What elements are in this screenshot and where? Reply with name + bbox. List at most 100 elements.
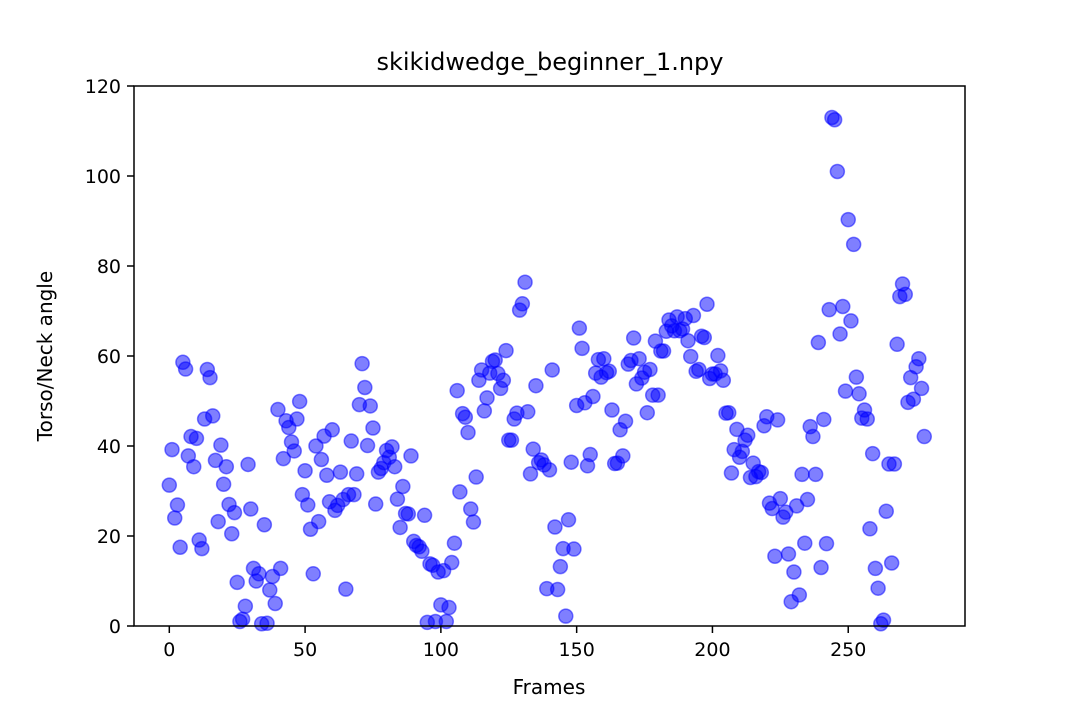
y-tick-label: 60: [97, 346, 121, 368]
data-point: [867, 560, 884, 577]
data-point: [479, 390, 495, 406]
data-point: [332, 464, 349, 480]
x-tick-label: 250: [830, 639, 866, 661]
data-point: [386, 458, 403, 475]
data-point: [324, 422, 340, 438]
data-point: [362, 398, 379, 414]
data-point: [889, 336, 905, 353]
data-point: [625, 330, 642, 346]
data-point: [291, 393, 308, 410]
data-point: [205, 408, 221, 424]
x-tick-label: 150: [559, 639, 595, 661]
x-tick-label: 0: [163, 639, 175, 661]
data-point: [655, 343, 672, 359]
data-point: [780, 546, 797, 562]
data-point: [359, 437, 376, 454]
data-point: [897, 286, 913, 303]
data-point: [642, 361, 658, 378]
data-point: [449, 382, 465, 399]
data-point: [240, 456, 256, 473]
data-point: [528, 377, 544, 394]
data-point: [911, 350, 927, 367]
data-point: [843, 313, 859, 329]
data-point: [224, 526, 240, 542]
data-point: [813, 559, 829, 576]
data-point: [498, 342, 514, 359]
data-point: [680, 332, 696, 349]
x-axis: 0 50 100 150 200 250: [163, 626, 866, 661]
data-point: [272, 560, 289, 577]
data-point: [463, 501, 479, 517]
data-point: [169, 497, 186, 513]
data-point: [522, 466, 539, 482]
data-point: [691, 361, 707, 378]
data-point: [870, 580, 886, 596]
data-point: [367, 496, 384, 512]
data-point: [289, 411, 305, 427]
data-point: [275, 450, 292, 467]
data-point: [503, 432, 520, 448]
data-point: [229, 574, 245, 591]
data-point: [696, 329, 713, 346]
data-point: [300, 497, 316, 513]
data-point: [188, 430, 205, 447]
data-point: [525, 441, 541, 457]
data-point: [164, 441, 180, 458]
data-point: [794, 466, 810, 483]
x-axis-label: Frames: [513, 675, 586, 699]
data-point: [829, 163, 846, 180]
data-point: [715, 372, 732, 389]
data-point: [319, 467, 335, 483]
chart-title: skikidwedge_beginner_1.npy: [376, 48, 723, 76]
data-point: [810, 334, 827, 351]
data-point: [807, 466, 824, 483]
data-point: [601, 363, 617, 380]
data-point: [886, 456, 903, 472]
data-point: [210, 513, 226, 530]
data-point: [723, 465, 740, 481]
data-point: [566, 541, 582, 557]
data-point: [772, 490, 789, 507]
data-point: [862, 521, 878, 537]
y-tick-label: 0: [109, 616, 121, 638]
data-point: [558, 608, 574, 624]
data-point: [585, 388, 601, 405]
data-point: [845, 236, 862, 253]
data-point: [194, 540, 210, 557]
data-point: [574, 340, 590, 357]
data-point: [851, 386, 867, 402]
data-point: [520, 404, 536, 420]
data-point: [234, 611, 251, 627]
data-point: [682, 348, 699, 365]
data-point: [517, 274, 533, 290]
data-point: [226, 504, 243, 521]
data-point: [631, 350, 647, 367]
data-point: [617, 413, 634, 429]
data-point: [767, 548, 783, 564]
y-axis-label: Torso/Neck angle: [33, 271, 57, 442]
data-point: [346, 486, 362, 503]
data-point: [452, 484, 468, 500]
data-point: [308, 438, 324, 454]
data-point: [740, 427, 756, 443]
data-point: [650, 387, 666, 403]
data-point: [416, 507, 433, 524]
data-point: [392, 519, 408, 536]
x-tick-label: 100: [423, 639, 459, 661]
data-point: [816, 411, 832, 428]
data-point: [514, 296, 531, 312]
y-tick-label: 40: [97, 436, 121, 458]
data-point: [786, 564, 802, 580]
data-point: [541, 462, 558, 478]
data-point: [560, 512, 577, 528]
data-point: [348, 466, 365, 482]
data-point: [215, 476, 232, 492]
data-point: [357, 379, 373, 396]
data-point: [878, 503, 894, 519]
data-point: [832, 326, 848, 342]
data-point: [172, 539, 188, 555]
data-point: [552, 558, 569, 575]
y-axis: 0 20 40 60 80 100 120: [85, 76, 134, 638]
y-tick-label: 100: [85, 166, 121, 188]
